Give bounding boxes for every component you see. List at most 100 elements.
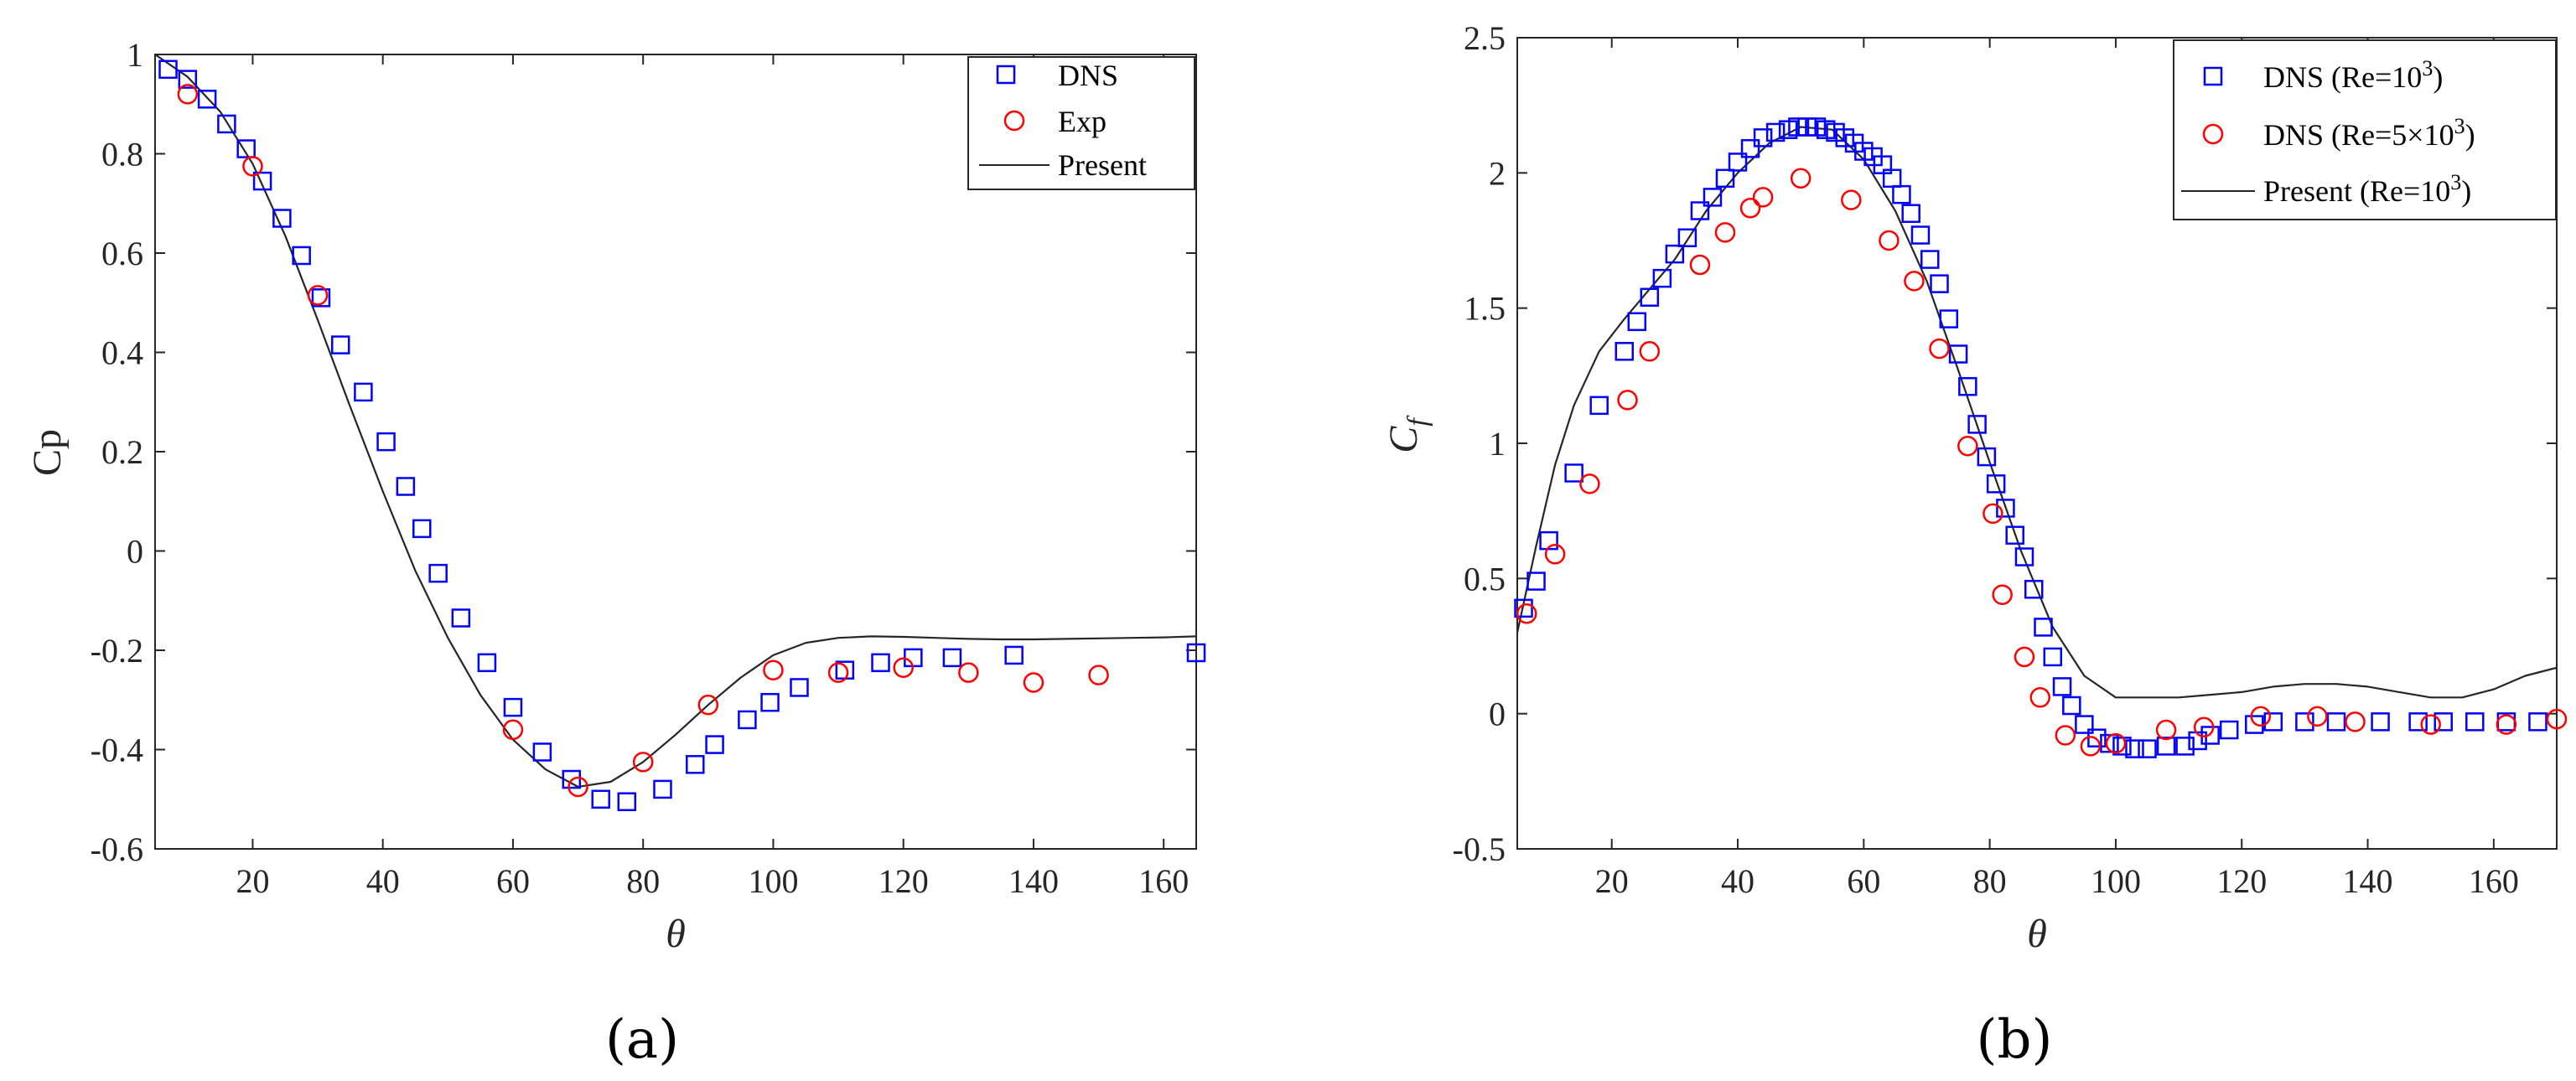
dns-square-point (1004, 645, 1024, 665)
dns-square-point (2138, 739, 2157, 758)
dns-square-point (2219, 720, 2239, 740)
dns-circle-point (1579, 473, 1600, 494)
dns-square-point (2005, 525, 2024, 545)
legend-present-b-suffix: ) (2461, 174, 2471, 208)
exp-circle-point (1023, 672, 1044, 693)
dns-square-point (412, 519, 432, 539)
y-tick-label: 0.4 (101, 334, 143, 372)
dns-square-point (1958, 376, 1977, 396)
dns-square-point (1826, 122, 1845, 142)
dns-square-point (2263, 712, 2283, 732)
legend-dns-re1e3-text: DNS (Re=10 (2263, 60, 2422, 94)
y-tick-label: -0.2 (91, 632, 143, 670)
dns-square-point (1186, 643, 1206, 663)
dns-square-point (705, 735, 724, 754)
dns-square-point (2175, 737, 2195, 756)
exp-circle-point (893, 657, 914, 678)
dns-square-point (1652, 268, 1672, 288)
dns-square-point (1873, 155, 1893, 174)
panel-a-marker-series (158, 59, 1206, 811)
dns-square-point (686, 755, 705, 774)
panel-b-x-tick-labels: 20 40 60 80 100 120 140 160 (1595, 862, 2519, 900)
panel-a-x-tick-labels: 20 40 60 80 100 120 140 160 (236, 862, 1189, 900)
exp-circle-point (502, 719, 524, 741)
y-tick-label: -0.4 (91, 732, 143, 769)
dns-circle-point (1516, 603, 1537, 624)
dns-square-point (1778, 120, 1798, 139)
dns-square-point (1996, 499, 2015, 518)
x-tick-label: 160 (2469, 862, 2519, 900)
legend-dns-square-marker (996, 65, 1016, 85)
dns-square-point (1930, 274, 1949, 293)
legend-dns-label: DNS (1058, 59, 1118, 92)
y-tick-label: 0.5 (1464, 560, 1506, 597)
x-tick-label: 120 (2216, 862, 2267, 900)
y-tick-label: 0.6 (101, 235, 143, 272)
exp-circle-point (307, 285, 329, 306)
dns-square-point (591, 789, 610, 809)
y-tick-label: 2.5 (1464, 19, 1506, 57)
dns-square-point (236, 139, 256, 158)
dns-circle-point (2345, 711, 2366, 732)
dns-square-point (354, 382, 373, 402)
legend-present-label: Present (1058, 148, 1147, 182)
dns-circle-point (2496, 714, 2517, 735)
dns-square-point (2408, 712, 2428, 732)
x-tick-label: 40 (1721, 862, 1754, 900)
y-tick-label: -0.5 (1453, 830, 1506, 868)
panel-b-marker-series (1514, 117, 2568, 758)
dns-circle-point (2055, 725, 2076, 746)
dns-circle-point (1879, 230, 1900, 251)
legend-exp-label: Exp (1058, 105, 1107, 138)
x-tick-label: 80 (1973, 862, 2007, 900)
dns-square-point (2100, 733, 2119, 753)
dns-square-point (272, 209, 292, 228)
x-tick-label: 80 (626, 862, 660, 900)
panel-a-y-tick-labels: -0.6 -0.4 -0.2 0 0.2 0.4 0.6 0.8 1 (91, 36, 143, 868)
dns-square-point (1715, 168, 1735, 189)
x-tick-label: 140 (2343, 862, 2393, 900)
dns-circle-point (2029, 687, 2051, 708)
legend-dns-re1e3-exponent: 3 (2422, 56, 2433, 80)
dns-square-point (1526, 572, 1546, 591)
y-tick-label: 0 (127, 533, 143, 571)
panel-b-cf-chart: 20 40 60 80 100 120 140 160 -0.500.511.522.5 θ … (1381, 19, 2568, 1071)
dns-circle-point (1841, 189, 1862, 210)
dns-square-point (451, 608, 471, 628)
y-tick-label: 2 (1489, 154, 1506, 192)
x-tick-label: 100 (748, 862, 798, 900)
dns-square-point (1740, 139, 1760, 158)
dns-square-point (2295, 712, 2314, 732)
dns-circle-point (2193, 716, 2215, 738)
dns-square-point (2371, 712, 2390, 732)
x-tick-label: 60 (1847, 862, 1880, 900)
dns-square-point (760, 692, 780, 712)
x-tick-label: 160 (1138, 862, 1189, 900)
dns-square-point (178, 70, 198, 89)
dns-square-point (1728, 153, 1748, 172)
legend-dns-re1e3-suffix: ) (2433, 60, 2443, 94)
dns-square-point (330, 335, 350, 354)
dns-square-point (1589, 396, 1609, 416)
y-tick-label: 1 (1489, 425, 1506, 463)
y-tick-label: 0.8 (101, 136, 143, 173)
panel-b-y-axis-label: Cf (1381, 415, 1433, 453)
dns-circle-point (1992, 584, 2013, 605)
panel-b-y-axis-label-subscript: f (1402, 415, 1433, 427)
svg-text:Cf: Cf (1381, 415, 1433, 453)
dns-square-point (2188, 731, 2207, 751)
dns-circle-point (1790, 168, 1811, 189)
dns-square-point (1939, 309, 1959, 328)
y-tick-label: 0.2 (101, 433, 143, 471)
dns-square-point (1948, 344, 1968, 364)
x-tick-label: 100 (2091, 862, 2141, 900)
dns-square-point (2156, 737, 2176, 756)
dns-square-point (617, 792, 637, 811)
exp-circle-point (177, 84, 199, 105)
dns-square-point (1806, 117, 1827, 137)
dns-square-point (942, 648, 962, 668)
dns-square-point (1854, 142, 1874, 161)
dns-square-point (396, 477, 416, 496)
dns-square-point (376, 432, 396, 452)
dns-square-point (2075, 715, 2094, 734)
